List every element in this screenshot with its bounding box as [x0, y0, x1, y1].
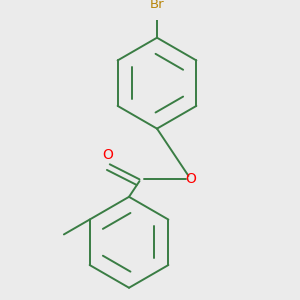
Text: Br: Br: [150, 0, 164, 11]
Text: O: O: [185, 172, 196, 186]
Text: O: O: [103, 148, 113, 161]
